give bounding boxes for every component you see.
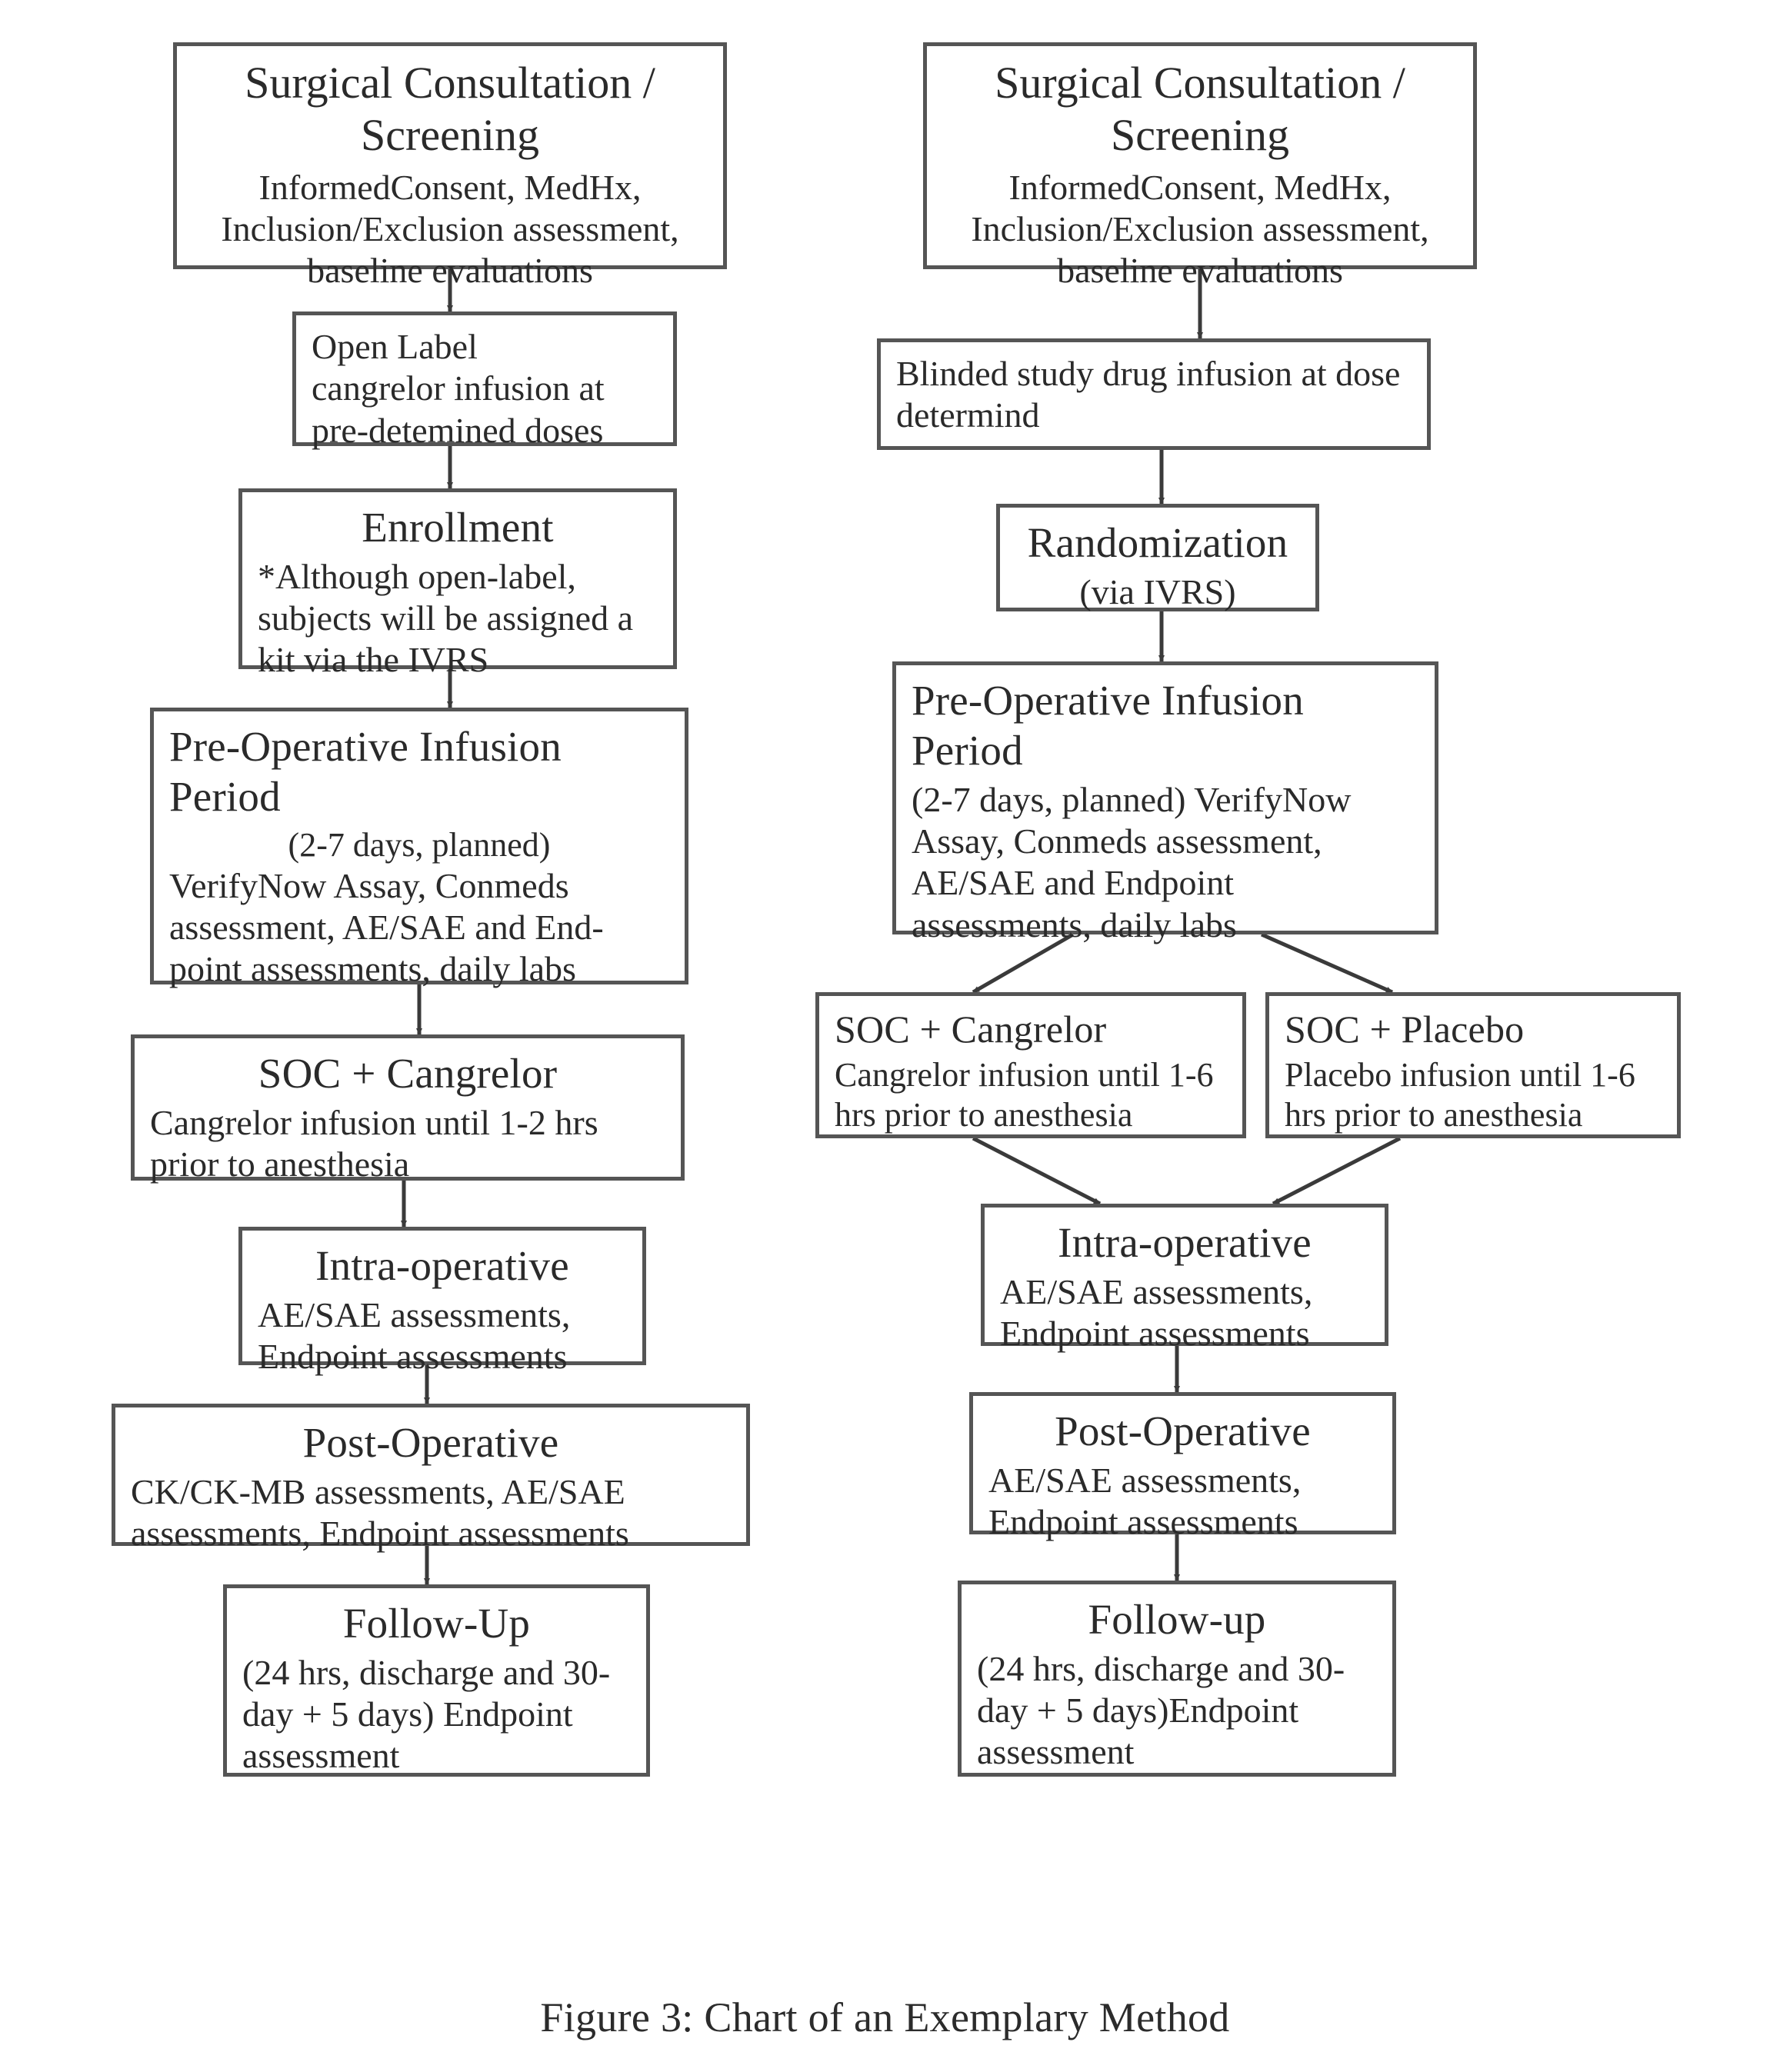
box-right-preop: Pre-Operative Infusion Period (2-7 days,…: [892, 661, 1438, 934]
body-wrap: (2-7 days, planned) VerifyNow Assay, Con…: [912, 779, 1419, 946]
box-right-followup: Follow-up (24 hrs, discharge and 30-day …: [958, 1581, 1396, 1777]
flowchart-page: Surgical Consultation / Screening Inform…: [0, 0, 1770, 2072]
body: Cangrelor infusion until 1-6 hrs prior t…: [835, 1055, 1227, 1135]
body: CK/CK-MB assessments, AE/SAE assessments…: [131, 1471, 731, 1555]
body: AE/SAE assessments, Endpoint assessments: [258, 1294, 627, 1378]
title-line: Pre-Operative Infusion Period: [912, 676, 1419, 776]
body: (24 hrs, discharge and 30-day + 5 days) …: [242, 1652, 631, 1777]
title: Pre-Operative Infusion Period: [912, 676, 1419, 776]
box-left-enrollment: Enrollment *Although open-label, subject…: [238, 488, 677, 669]
title: Intra-operative: [258, 1241, 627, 1291]
title: Randomization: [1015, 518, 1300, 568]
body: InformedConsent, MedHx, Inclusion/Exclus…: [192, 167, 708, 292]
box-right-randomization: Randomization (via IVRS): [996, 504, 1319, 611]
title: SOC + Cangrelor: [150, 1049, 665, 1099]
title: Post-Operative: [131, 1418, 731, 1468]
box-right-blinded: Blinded study drug infusion at dose dete…: [877, 338, 1431, 450]
title: Post-Operative: [988, 1407, 1377, 1457]
box-left-soc-cangrelor: SOC + Cangrelor Cangrelor infusion until…: [131, 1034, 685, 1181]
body: (via IVRS): [1015, 571, 1300, 613]
body: Blinded study drug infusion at dose dete…: [896, 353, 1412, 437]
title: Follow-up: [977, 1595, 1377, 1645]
box-right-soc-cangrelor: SOC + Cangrelor Cangrelor infusion until…: [815, 992, 1246, 1138]
title: SOC + Cangrelor: [835, 1007, 1227, 1052]
box-left-screening: Surgical Consultation / Screening Inform…: [173, 42, 727, 269]
title: Surgical Consultation / Screening: [192, 57, 708, 162]
body: Open Label cangrelor infusion at pre-det…: [312, 326, 658, 451]
body: Cangrelor infusion until 1-2 hrs prior t…: [150, 1102, 665, 1186]
box-left-open-label: Open Label cangrelor infusion at pre-det…: [292, 311, 677, 446]
body: *Although open-label, subjects will be a…: [258, 556, 658, 681]
subtitle: (2-7 days, planned): [169, 825, 669, 865]
box-left-postop: Post-Operative CK/CK-MB assessments, AE/…: [112, 1404, 750, 1546]
box-right-soc-placebo: SOC + Placebo Placebo infusion until 1-6…: [1265, 992, 1681, 1138]
box-left-intraop: Intra-operative AE/SAE assessments, Endp…: [238, 1227, 646, 1365]
title: Intra-operative: [1000, 1218, 1369, 1268]
box-left-followup: Follow-Up (24 hrs, discharge and 30-day …: [223, 1584, 650, 1777]
body: AE/SAE assessments, Endpoint assessments: [1000, 1271, 1369, 1355]
box-right-screening: Surgical Consultation / Screening Inform…: [923, 42, 1477, 269]
title: SOC + Placebo: [1285, 1007, 1662, 1052]
body: (24 hrs, discharge and 30-day + 5 days)E…: [977, 1648, 1377, 1774]
title: Follow-Up: [242, 1599, 631, 1649]
box-left-preop: Pre-Operative Infusion Period (2-7 days,…: [150, 708, 688, 984]
box-right-postop: Post-Operative AE/SAE assessments, Endpo…: [969, 1392, 1396, 1534]
title: Enrollment: [258, 503, 658, 553]
body: VerifyNow Assay, Conmeds assessment, AE/…: [169, 865, 669, 991]
body: AE/SAE assessments, Endpoint assessments: [988, 1460, 1377, 1544]
figure-caption: Figure 3: Chart of an Exemplary Method: [0, 1994, 1770, 2041]
body: Placebo infusion until 1-6 hrs prior to …: [1285, 1055, 1662, 1135]
title: Pre-Operative Infusion Period: [169, 722, 669, 822]
body: InformedConsent, MedHx, Inclusion/Exclus…: [942, 167, 1458, 292]
title: Surgical Consultation / Screening: [942, 57, 1458, 162]
box-right-intraop: Intra-operative AE/SAE assessments, Endp…: [981, 1204, 1388, 1346]
tail: (2-7 days, planned): [912, 780, 1185, 819]
